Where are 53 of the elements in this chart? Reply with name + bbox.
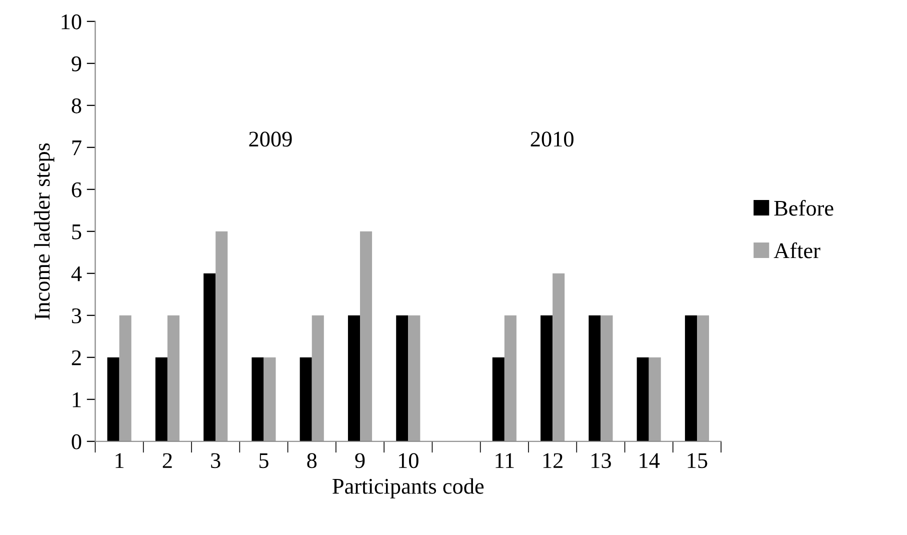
x-tick-label: 11 bbox=[496, 453, 514, 468]
x-tick-label: 1 bbox=[116, 453, 124, 468]
bar bbox=[600, 315, 613, 442]
bar bbox=[396, 315, 408, 442]
bar bbox=[167, 315, 180, 442]
bar bbox=[696, 315, 710, 442]
bar bbox=[216, 231, 228, 442]
bar bbox=[648, 357, 661, 442]
bar bbox=[684, 315, 697, 442]
legend-label: After bbox=[774, 242, 820, 258]
bar bbox=[348, 315, 360, 442]
bar bbox=[107, 357, 120, 442]
bar bbox=[588, 315, 601, 442]
bar bbox=[300, 357, 312, 442]
x-tick-label: 5 bbox=[259, 453, 268, 468]
y-axis-title: Income ladder steps bbox=[34, 143, 54, 320]
bar bbox=[504, 315, 516, 442]
bar bbox=[252, 357, 264, 442]
y-tick-label: 6 bbox=[72, 182, 82, 198]
x-axis-title: Participants code bbox=[332, 478, 484, 498]
y-tick-label: 7 bbox=[72, 140, 82, 156]
y-tick-label: 2 bbox=[72, 350, 81, 366]
y-tick-label: 1 bbox=[72, 392, 81, 408]
bar bbox=[540, 315, 553, 442]
x-tick-label: 2 bbox=[162, 453, 172, 468]
x-tick-label: 12 bbox=[543, 453, 562, 468]
annotation: 2010 bbox=[530, 132, 574, 147]
y-tick-label: 10 bbox=[62, 14, 82, 30]
bar bbox=[492, 357, 504, 442]
y-tick-label: 3 bbox=[72, 308, 82, 324]
bar bbox=[408, 315, 420, 442]
x-tick-label: 8 bbox=[307, 453, 317, 468]
x-tick-label: 9 bbox=[355, 453, 365, 468]
y-tick-label: 8 bbox=[72, 98, 82, 114]
x-tick-label: 14 bbox=[640, 453, 660, 468]
x-tick-label: 3 bbox=[211, 453, 220, 468]
x-tick-label: 15 bbox=[688, 453, 708, 468]
bar bbox=[264, 357, 276, 442]
y-tick-label: 0 bbox=[72, 434, 82, 450]
bar bbox=[312, 315, 324, 442]
bar bbox=[119, 315, 132, 442]
annotation: 2009 bbox=[249, 132, 292, 147]
y-tick-label: 5 bbox=[72, 224, 82, 240]
x-tick-label: 13 bbox=[592, 453, 611, 468]
legend-label: Before bbox=[774, 200, 834, 216]
y-tick-label: 9 bbox=[72, 56, 82, 72]
bar bbox=[552, 273, 565, 442]
bar bbox=[155, 357, 168, 442]
y-tick-label: 4 bbox=[71, 266, 82, 282]
bar bbox=[360, 231, 372, 442]
bar bbox=[636, 357, 649, 442]
x-tick-label: 10 bbox=[398, 453, 418, 468]
bar bbox=[204, 273, 216, 442]
